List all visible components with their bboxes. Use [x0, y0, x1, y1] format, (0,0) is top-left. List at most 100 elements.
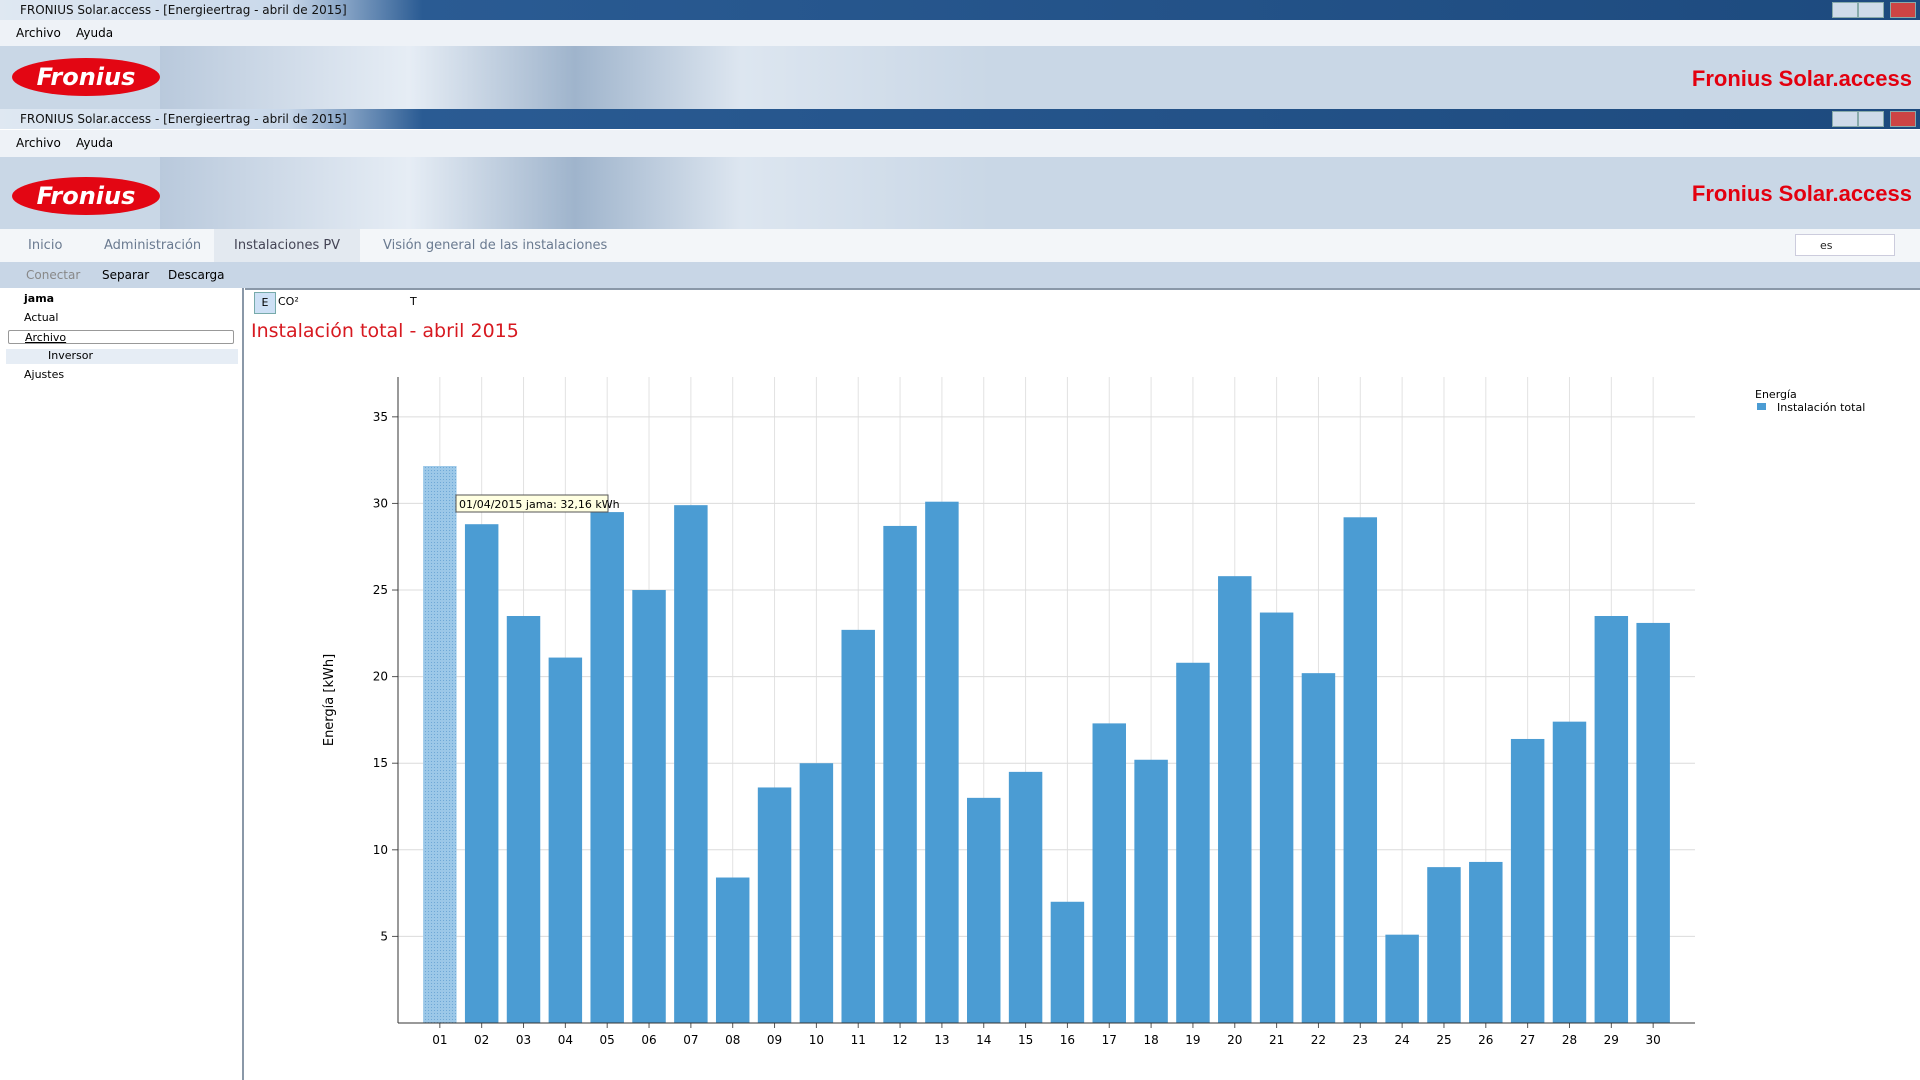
bar — [1385, 934, 1419, 1023]
logo: Fronius — [12, 177, 160, 215]
close[interactable] — [1890, 111, 1916, 127]
bar — [632, 590, 666, 1023]
menu-item[interactable]: Archivo — [16, 136, 61, 150]
x-tick-label: 09 — [767, 1033, 782, 1047]
x-tick-label: 06 — [641, 1033, 656, 1047]
bar — [1636, 622, 1670, 1023]
tab[interactable]: Inicio — [28, 238, 63, 253]
tree-item[interactable]: Archivo — [8, 330, 234, 344]
minimize[interactable] — [1832, 2, 1858, 18]
menu-bar: Archivo Ayuda — [0, 20, 1920, 46]
tool[interactable]: E — [254, 292, 276, 314]
x-tick-label: 02 — [474, 1033, 489, 1047]
bar — [1218, 576, 1252, 1023]
x-tick-label: 07 — [683, 1033, 698, 1047]
bar — [1510, 738, 1545, 1023]
bar — [925, 501, 959, 1024]
bar — [715, 877, 750, 1023]
banner: Fronius Fronius Solar.access — [0, 46, 1920, 109]
bar — [1134, 759, 1168, 1023]
tool[interactable]: T — [410, 295, 417, 308]
x-tick-label: 20 — [1227, 1033, 1242, 1047]
tree-panel: jama Actual Archivo Inversor Ajustes — [0, 288, 244, 1080]
x-tick-label: 14 — [976, 1033, 991, 1047]
window-title: FRONIUS Solar.access - [Energieertrag - … — [20, 3, 347, 17]
window-title: FRONIUS Solar.access - [Energieertrag - … — [20, 112, 347, 126]
maximize[interactable] — [1858, 111, 1884, 127]
x-tick-label: 15 — [1018, 1033, 1033, 1047]
tab[interactable]: Visión general de las instalaciones — [383, 238, 608, 253]
tree-item[interactable]: Ajustes — [24, 368, 65, 381]
x-tick-label: 28 — [1562, 1033, 1577, 1047]
x-tick-label: 24 — [1394, 1033, 1409, 1047]
tab[interactable]: Administración — [104, 238, 202, 253]
chart: Instalación total - abril 2015 Energía [… — [245, 288, 1920, 1047]
tree-item[interactable]: Inversor — [6, 349, 238, 364]
legend-label: Instalación total — [1777, 401, 1865, 414]
x-tick-label: 12 — [892, 1033, 907, 1047]
y-tick-label: 35 — [373, 410, 388, 424]
bar — [799, 763, 834, 1023]
toolbar-button[interactable]: Separar — [102, 268, 150, 282]
y-tick-label: 15 — [373, 756, 388, 770]
tree-item[interactable]: jama — [24, 292, 55, 305]
bar — [757, 787, 792, 1023]
y-tick-label: 10 — [373, 843, 388, 857]
title-bar: FRONIUS Solar.access - [Energieertrag - … — [0, 0, 1920, 20]
title-bar: FRONIUS Solar.access - [Energieertrag - … — [0, 109, 1920, 129]
x-tick-label: 04 — [558, 1033, 573, 1047]
bar — [1343, 517, 1378, 1023]
menu-item[interactable]: Ayuda — [76, 136, 114, 150]
bar — [1552, 721, 1587, 1023]
x-tick-label: 19 — [1185, 1033, 1200, 1047]
bar — [1008, 771, 1043, 1023]
x-tick-label: 17 — [1102, 1033, 1117, 1047]
x-tick-label: 25 — [1436, 1033, 1451, 1047]
x-tick-label: 16 — [1060, 1033, 1075, 1047]
y-tick-label: 25 — [373, 583, 388, 597]
bar — [423, 466, 457, 1023]
x-tick-label: 29 — [1604, 1033, 1619, 1047]
bar — [506, 616, 541, 1023]
toolbar-button[interactable]: Conectar — [26, 268, 81, 282]
menu-item[interactable]: Archivo — [16, 26, 61, 40]
x-tick-label: 08 — [725, 1033, 740, 1047]
language-select[interactable]: es — [1795, 234, 1895, 256]
x-tick-label: 22 — [1311, 1033, 1326, 1047]
banner: Fronius Fronius Solar.access — [0, 157, 1920, 229]
x-tick-label: 13 — [934, 1033, 949, 1047]
tree-item[interactable]: Actual — [24, 311, 59, 324]
bar — [1427, 867, 1461, 1023]
bar — [590, 512, 624, 1023]
x-tick-label: 18 — [1143, 1033, 1158, 1047]
bar — [841, 629, 875, 1023]
toolbar-button[interactable]: Descarga — [168, 268, 225, 282]
chart-title: Instalación total - abril 2015 — [251, 320, 519, 342]
x-tick-label: 01 — [432, 1033, 447, 1047]
banner-photo — [160, 157, 990, 229]
maximize[interactable] — [1858, 2, 1884, 18]
bar — [464, 524, 499, 1023]
tooltip: 01/04/2015 jama: 32,16 kWh — [459, 498, 620, 511]
close[interactable] — [1890, 2, 1916, 18]
brand: Fronius Solar.access — [1691, 66, 1912, 91]
y-tick-label: 20 — [373, 670, 388, 684]
x-tick-label: 21 — [1269, 1033, 1284, 1047]
tab[interactable]: Instalaciones PV — [214, 229, 361, 262]
tool[interactable]: CO² — [278, 295, 299, 308]
minimize[interactable] — [1832, 111, 1858, 127]
menu-item[interactable]: Ayuda — [76, 26, 114, 40]
y-tick-label: 5 — [380, 929, 388, 943]
bar — [1469, 861, 1503, 1023]
x-tick-label: 27 — [1520, 1033, 1535, 1047]
banner-photo — [160, 46, 990, 109]
legend-swatch — [1757, 403, 1766, 410]
x-tick-label: 10 — [809, 1033, 824, 1047]
toolbar: Conectar Separar Descarga — [0, 262, 1920, 288]
x-tick-label: 11 — [851, 1033, 866, 1047]
tooltip-box — [455, 494, 609, 513]
menu-bar: Archivo Ayuda — [0, 130, 1920, 157]
legend-title: Energía — [1755, 388, 1797, 401]
